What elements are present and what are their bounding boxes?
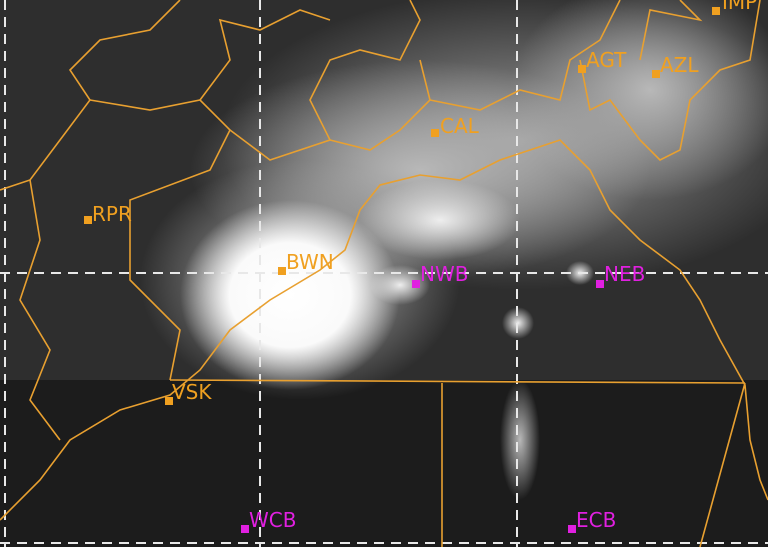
station-marker-imp xyxy=(712,7,720,15)
station-label-imp: IMP xyxy=(722,0,758,14)
station-label-nwb: NWB xyxy=(420,262,469,286)
station-marker-agt xyxy=(578,65,586,73)
station-marker-ecb xyxy=(568,525,576,533)
station-label-bwn: BWN xyxy=(286,250,334,274)
station-label-vsk: VSK xyxy=(172,380,212,404)
station-marker-nwb xyxy=(412,280,420,288)
station-label-azl: AZL xyxy=(660,53,699,77)
station-label-neb: NEB xyxy=(604,262,646,286)
station-marker-wcb xyxy=(241,525,249,533)
station-marker-neb xyxy=(596,280,604,288)
station-label-agt: AGT xyxy=(586,48,627,72)
station-label-rpr: RPR xyxy=(92,202,132,226)
station-label-ecb: ECB xyxy=(576,508,617,532)
station-marker-bwn xyxy=(278,267,286,275)
station-marker-rpr xyxy=(84,216,92,224)
station-label-wcb: WCB xyxy=(249,508,297,532)
station-marker-azl xyxy=(652,70,660,78)
station-marker-cal xyxy=(431,129,439,137)
station-label-cal: CAL xyxy=(440,114,479,138)
station-marker-vsk xyxy=(165,397,173,405)
